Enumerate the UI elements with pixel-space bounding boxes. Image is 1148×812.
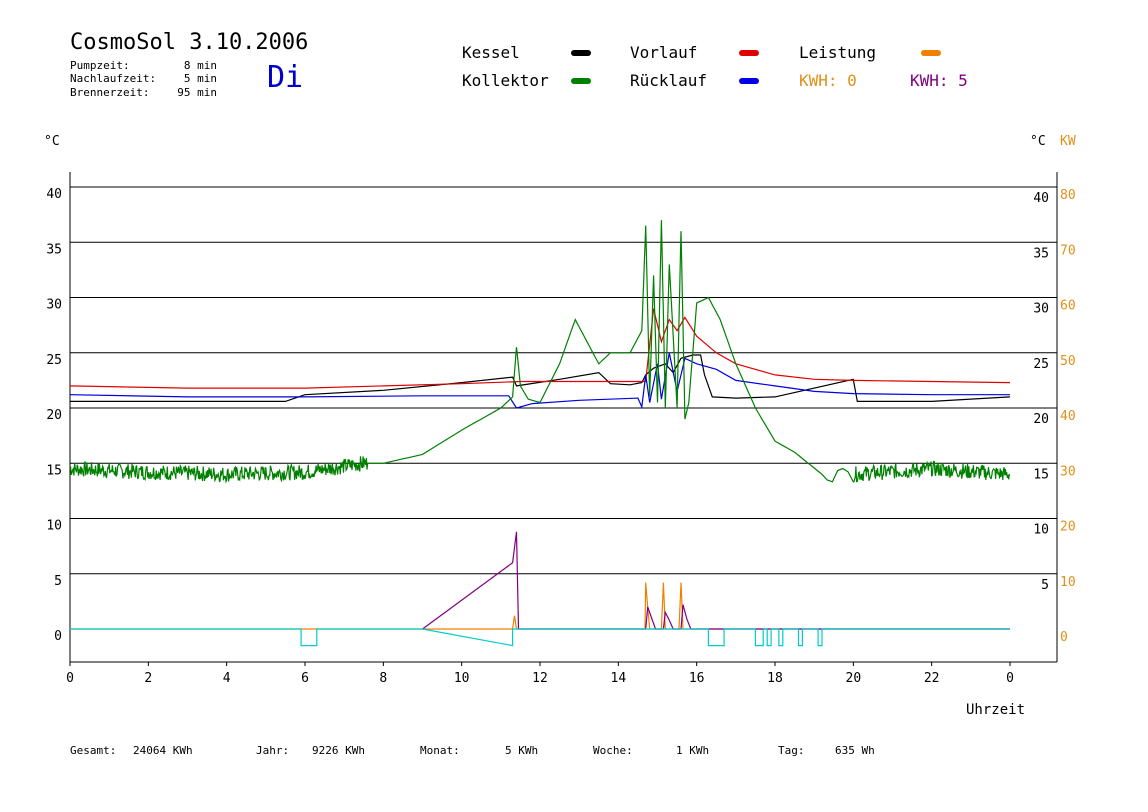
- y-tick-right-40: 40: [1033, 191, 1049, 206]
- x-axis-label: Uhrzeit: [966, 702, 1025, 718]
- y-tick-left-30: 30: [46, 298, 62, 313]
- x-tick-3: 6: [301, 671, 309, 686]
- series-rcklauf: [69, 352, 1010, 410]
- footer-monat-label: Monat:: [420, 744, 460, 757]
- legend-vorlauf-label: Vorlauf: [630, 43, 698, 62]
- legend-kessel-swatch: [571, 50, 591, 56]
- series-vorlauf: [69, 308, 1011, 389]
- footer-woche-label: Woche:: [593, 744, 633, 757]
- param-nachlaufzeit-label: Nachlaufzeit:: [70, 72, 157, 85]
- x-tick-9: 18: [767, 671, 783, 686]
- y-tick-right-5: 5: [1041, 578, 1049, 593]
- y-tick-right-20: 20: [1033, 412, 1049, 427]
- left-axis-unit: °C: [44, 134, 60, 149]
- series-kessel: [70, 354, 1011, 402]
- footer-jahr-value: 9226 KWh: [312, 744, 365, 757]
- right-axis-unit: °C: [1030, 134, 1046, 149]
- legend-kwh-5-label: KWH: 5: [910, 71, 968, 90]
- param-pumpzeit-label: Pumpzeit:: [70, 59, 130, 72]
- footer-gesamt-label: Gesamt:: [70, 744, 117, 757]
- footer-tag-value: 635 Wh: [835, 744, 875, 757]
- x-tick-6: 12: [532, 671, 548, 686]
- y2-tick-70: 70: [1060, 243, 1076, 258]
- y-tick-left-35: 35: [46, 242, 62, 257]
- y-tick-right-35: 35: [1033, 246, 1049, 261]
- y-tick-right-25: 25: [1033, 357, 1049, 372]
- x-tick-1: 2: [144, 671, 152, 686]
- legend-ruecklauf-swatch: [739, 78, 759, 84]
- y-tick-left-40: 40: [46, 187, 62, 202]
- x-tick-7: 14: [611, 671, 627, 686]
- x-tick-8: 16: [689, 671, 705, 686]
- y2-tick-80: 80: [1060, 188, 1076, 203]
- param-pumpzeit-value: 8 min: [183, 59, 217, 72]
- weekday-label: Di: [267, 60, 304, 95]
- legend-ruecklauf-label: Rücklauf: [630, 71, 708, 90]
- y-tick-left-5: 5: [54, 574, 62, 589]
- footer-gesamt-value: 24064 KWh: [133, 744, 193, 757]
- y2-tick-20: 20: [1060, 520, 1076, 535]
- x-tick-10: 20: [846, 671, 862, 686]
- y2-tick-10: 10: [1060, 575, 1076, 590]
- param-nachlaufzeit-value: 5 min: [183, 72, 217, 85]
- grid-lines: [69, 172, 1058, 663]
- tick-labels: 0510152025303540510152025303540010203040…: [46, 187, 1075, 686]
- param-brennerzeit-value: 95 min: [177, 86, 217, 99]
- series-leistung: [70, 582, 1010, 630]
- x-tick-0: 0: [66, 671, 74, 686]
- legend-kollektor-swatch: [571, 78, 591, 84]
- y-tick-right-30: 30: [1033, 302, 1049, 317]
- legend-kwh-0-label: KWH: 0: [799, 71, 857, 90]
- x-tick-4: 8: [379, 671, 387, 686]
- series-pumpe: [70, 628, 1010, 647]
- y-tick-left-15: 15: [46, 463, 62, 478]
- footer-jahr-label: Jahr:: [256, 744, 290, 757]
- x-tick-11: 22: [924, 671, 940, 686]
- footer-monat-value: 5 KWh: [505, 744, 539, 757]
- y2-tick-50: 50: [1060, 354, 1076, 369]
- y-tick-left-20: 20: [46, 408, 62, 423]
- y-tick-left-0: 0: [54, 629, 62, 644]
- param-brennerzeit-label: Brennerzeit:: [70, 86, 150, 99]
- x-tick-5: 10: [454, 671, 470, 686]
- y-tick-right-15: 15: [1033, 467, 1049, 482]
- series-kollektor: [69, 220, 1011, 484]
- legend-vorlauf-swatch: [739, 50, 759, 56]
- y-tick-right-10: 10: [1033, 523, 1049, 538]
- y2-tick-40: 40: [1060, 409, 1076, 424]
- y2-tick-0: 0: [1060, 630, 1068, 645]
- y2-tick-30: 30: [1060, 464, 1076, 479]
- series-kwh: [422, 531, 1010, 630]
- x-tick-12: 0: [1006, 671, 1014, 686]
- legend-kessel-label: Kessel: [462, 43, 520, 62]
- legend-leistung-label: Leistung: [799, 43, 877, 62]
- right-axis-unit-kw: KW: [1060, 134, 1076, 149]
- y2-tick-60: 60: [1060, 299, 1076, 314]
- y-tick-left-25: 25: [46, 353, 62, 368]
- chart-title: CosmoSol 3.10.2006: [70, 30, 309, 55]
- series-lines: [69, 220, 1011, 647]
- x-tick-2: 4: [223, 671, 231, 686]
- footer-tag-label: Tag:: [778, 744, 805, 757]
- y-tick-left-10: 10: [46, 519, 62, 534]
- legend-leistung-swatch: [921, 50, 941, 56]
- legend-kollektor-label: Kollektor: [462, 71, 549, 90]
- footer-woche-value: 1 KWh: [676, 744, 710, 757]
